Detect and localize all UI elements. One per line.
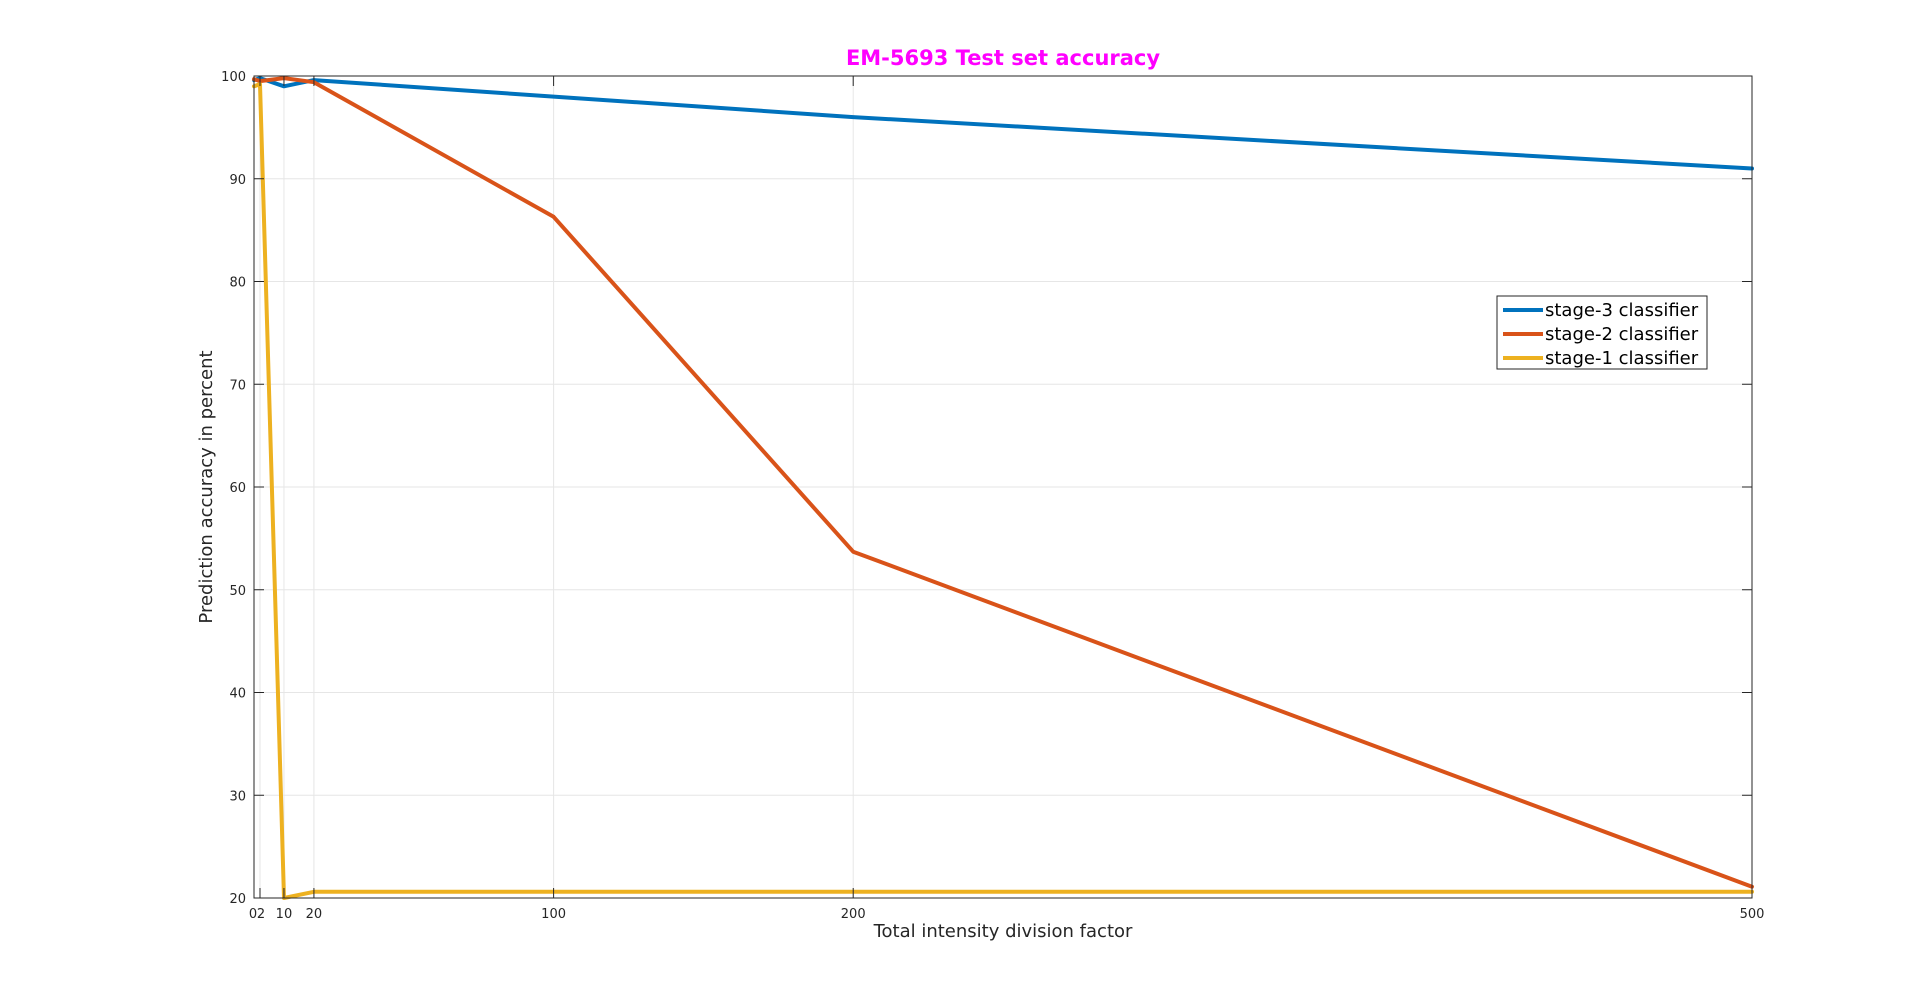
chart-title: EM-5693 Test set accuracy: [846, 46, 1160, 70]
legend: stage-3 classifier stage-2 classifier stag…: [1496, 295, 1708, 370]
grid-layer: [253, 75, 1753, 899]
y-tick-label: 80: [229, 276, 246, 291]
y-tick-label: 40: [229, 687, 246, 702]
y-tick-label: 70: [229, 378, 246, 393]
x-tick-label: 10: [276, 907, 293, 922]
y-tick-label: 30: [229, 789, 246, 804]
legend-label: stage-2 classifier: [1545, 324, 1699, 345]
legend-label: stage-3 classifier: [1545, 300, 1699, 321]
legend-label: stage-1 classifier: [1545, 348, 1699, 369]
series-line-stage-2-classifier: [252, 76, 1754, 889]
x-tick-label: 0: [249, 907, 257, 922]
series-layer: [252, 76, 1754, 900]
x-tick-label: 200: [841, 907, 866, 922]
y-tick-label: 20: [229, 892, 246, 907]
tick-layer: 0 2 10 20 100 200 500 20 30 40 50 60 70 80 90 100: [221, 70, 1764, 922]
x-tick-label: 20: [306, 907, 323, 922]
x-tick-label: 500: [1740, 907, 1765, 922]
y-tick-label: 50: [229, 584, 246, 599]
y-tick-label: 100: [221, 70, 246, 85]
y-axis-label: Prediction accuracy in percent: [196, 350, 217, 623]
y-tick-label: 60: [229, 481, 246, 496]
x-tick-label: 100: [541, 907, 566, 922]
series-line-stage-1-classifier: [252, 82, 1754, 900]
y-tick-label: 90: [229, 173, 246, 188]
x-axis-label: Total intensity division factor: [873, 921, 1133, 942]
x-tick-label: 2: [257, 907, 265, 922]
series-line-stage-3-classifier: [252, 76, 1754, 171]
